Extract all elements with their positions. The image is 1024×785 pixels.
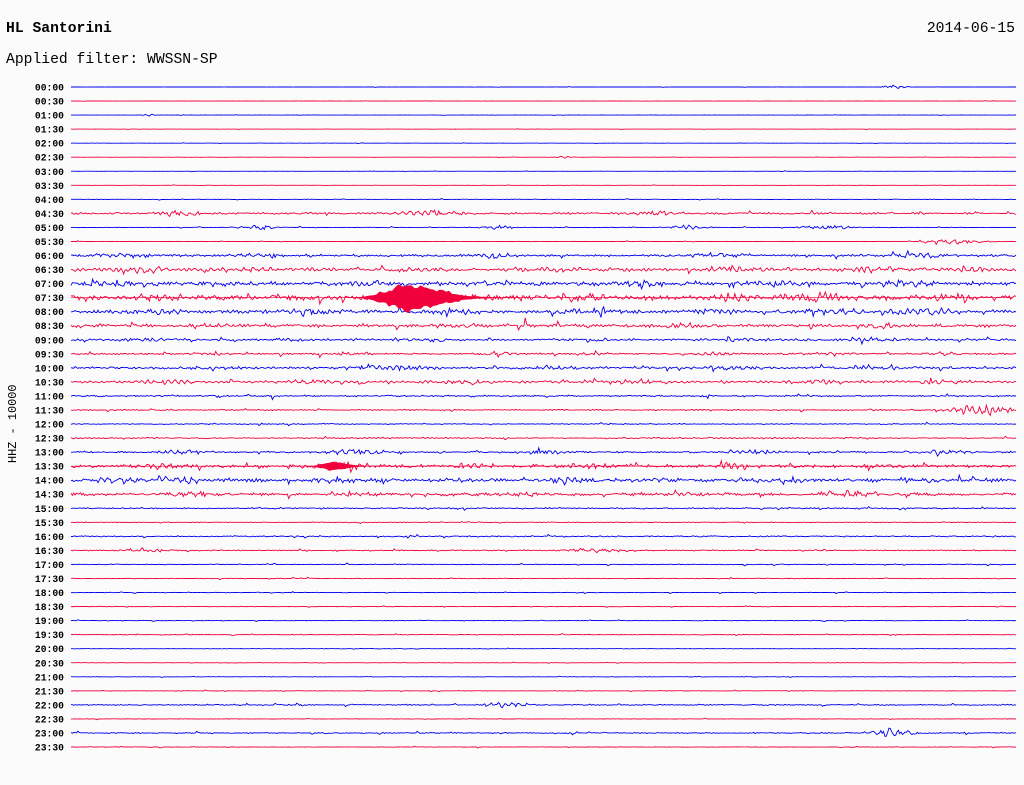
svg-text:12:30: 12:30 <box>35 434 64 445</box>
svg-text:01:30: 01:30 <box>35 125 64 136</box>
svg-text:23:30: 23:30 <box>35 743 64 754</box>
svg-text:07:00: 07:00 <box>35 279 64 290</box>
svg-text:02:00: 02:00 <box>35 139 64 150</box>
svg-text:21:00: 21:00 <box>35 672 64 683</box>
svg-text:22:30: 22:30 <box>35 714 64 725</box>
svg-text:07:30: 07:30 <box>35 293 64 304</box>
svg-text:13:30: 13:30 <box>35 462 64 473</box>
svg-text:21:30: 21:30 <box>35 686 64 697</box>
svg-text:06:30: 06:30 <box>35 265 64 276</box>
svg-text:15:30: 15:30 <box>35 518 64 529</box>
svg-text:02:30: 02:30 <box>35 153 64 164</box>
svg-text:17:30: 17:30 <box>35 574 64 585</box>
svg-text:08:30: 08:30 <box>35 321 64 332</box>
svg-text:17:00: 17:00 <box>35 560 64 571</box>
svg-text:14:30: 14:30 <box>35 490 64 501</box>
svg-text:09:00: 09:00 <box>35 335 64 346</box>
svg-text:08:00: 08:00 <box>35 307 64 318</box>
svg-text:04:30: 04:30 <box>35 209 64 220</box>
svg-text:12:00: 12:00 <box>35 420 64 431</box>
svg-text:16:00: 16:00 <box>35 532 64 543</box>
svg-text:19:00: 19:00 <box>35 616 64 627</box>
svg-text:18:00: 18:00 <box>35 588 64 599</box>
svg-text:23:00: 23:00 <box>35 728 64 739</box>
svg-text:22:00: 22:00 <box>35 700 64 711</box>
svg-text:11:30: 11:30 <box>35 405 64 416</box>
svg-text:15:00: 15:00 <box>35 504 64 515</box>
svg-text:20:30: 20:30 <box>35 658 64 669</box>
svg-text:03:30: 03:30 <box>35 181 64 192</box>
svg-text:06:00: 06:00 <box>35 251 64 262</box>
svg-text:00:00: 00:00 <box>35 83 64 94</box>
svg-text:14:00: 14:00 <box>35 476 64 487</box>
svg-text:10:30: 10:30 <box>35 377 64 388</box>
svg-text:20:00: 20:00 <box>35 644 64 655</box>
svg-text:09:30: 09:30 <box>35 349 64 360</box>
svg-text:01:00: 01:00 <box>35 111 64 122</box>
svg-text:16:30: 16:30 <box>35 546 64 557</box>
svg-text:00:30: 00:30 <box>35 97 64 108</box>
svg-text:18:30: 18:30 <box>35 602 64 613</box>
svg-text:03:00: 03:00 <box>35 167 64 178</box>
svg-text:11:00: 11:00 <box>35 391 64 402</box>
svg-text:13:00: 13:00 <box>35 448 64 459</box>
svg-text:10:00: 10:00 <box>35 363 64 374</box>
svg-text:05:00: 05:00 <box>35 223 64 234</box>
svg-text:04:00: 04:00 <box>35 195 64 206</box>
svg-text:05:30: 05:30 <box>35 237 64 248</box>
svg-text:19:30: 19:30 <box>35 630 64 641</box>
